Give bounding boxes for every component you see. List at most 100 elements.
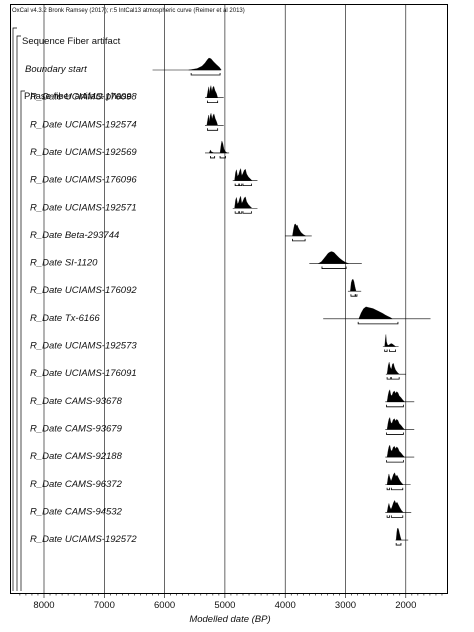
x-tick-label: 5000 <box>214 600 235 611</box>
hpd-bracket <box>386 460 404 463</box>
x-axis-title: Modelled date (BP) <box>189 614 270 625</box>
hpd-bracket <box>234 211 240 214</box>
x-axis: 8000 7000 6000 5000 4000 3000 2000 <box>19 593 443 611</box>
group-label-phase: Phase fiber artifact phase <box>24 91 132 102</box>
hpd-bracket <box>238 211 243 214</box>
date-row: R_Date UCIAMS-192571 <box>30 195 258 214</box>
posterior-distribution <box>208 140 228 154</box>
hpd-bracket <box>395 543 402 546</box>
row-label: R_Date CAMS-93679 <box>30 423 123 434</box>
row-label: R_Date UCIAMS-192572 <box>30 534 137 545</box>
date-row: R_Date UCIAMS-192569 <box>30 140 230 159</box>
date-row: R_Date CAMS-96372 <box>30 472 411 491</box>
date-row: R_Date SI-1120 <box>30 251 362 269</box>
row-label: R_Date UCIAMS-192574 <box>30 119 137 130</box>
hpd-bracket <box>386 515 390 518</box>
date-row: R_Date UCIAMS-176098 <box>30 85 224 104</box>
hpd-bracket <box>238 183 243 187</box>
row-label: R_Date UCIAMS-192573 <box>30 341 137 352</box>
x-tick-label: 8000 <box>33 600 54 611</box>
posterior-distribution <box>386 444 405 458</box>
posterior-distribution <box>386 500 404 513</box>
date-row: R_Date CAMS-93679 <box>30 416 415 435</box>
posterior-distribution <box>206 112 218 126</box>
row-label: R_Date Beta-293744 <box>30 230 119 241</box>
posterior-distribution <box>206 85 218 98</box>
hpd-bracket <box>390 487 404 491</box>
hpd-bracket <box>242 211 252 214</box>
date-row: R_Date UCIAMS-176092 <box>30 278 362 297</box>
row-label: R_Date UCIAMS-176092 <box>30 285 137 296</box>
row-label: R_Date SI-1120 <box>30 258 98 269</box>
hpd-bracket <box>190 73 221 76</box>
date-row: R_Date UCIAMS-192574 <box>30 112 224 131</box>
date-row: R_Date UCIAMS-192573 <box>30 334 399 352</box>
date-row: R_Date Beta-293744 <box>30 223 312 242</box>
hpd-bracket <box>386 404 404 408</box>
posterior-distribution <box>384 334 396 347</box>
sequence-inner-bracket <box>16 35 21 591</box>
hpd-bracket <box>386 432 404 435</box>
posterior-distribution <box>188 57 222 71</box>
sequence-bracket <box>12 27 17 591</box>
hpd-bracket <box>321 266 347 269</box>
date-row: R_Date Tx-6166 <box>30 306 431 325</box>
row-label: R_Date CAMS-93678 <box>30 396 123 407</box>
row-label: R_Date UCIAMS-176098 <box>30 92 137 103</box>
vertical-gridlines <box>43 4 407 593</box>
date-row: R_Date CAMS-92188 <box>30 444 415 463</box>
date-row: R_Date UCIAMS-192572 <box>30 527 409 546</box>
posterior-distribution <box>234 195 253 209</box>
hpd-bracket <box>386 487 390 491</box>
x-tick-label: 6000 <box>154 600 175 611</box>
chart-caption: OxCal v4.3.2 Bronk Ramsey (2017); r:5 In… <box>12 8 245 14</box>
posterior-distribution <box>350 278 357 292</box>
x-tick-label: 4000 <box>275 600 296 611</box>
row-label: R_Date CAMS-96372 <box>30 479 123 490</box>
hpd-bracket <box>384 349 388 352</box>
row-label: R_Date CAMS-94532 <box>30 506 123 517</box>
hpd-bracket <box>234 183 240 187</box>
hpd-bracket <box>350 294 356 297</box>
hpd-bracket <box>389 349 396 352</box>
hpd-bracket <box>207 128 219 131</box>
hpd-bracket <box>357 321 399 325</box>
hpd-bracket <box>292 238 306 242</box>
posterior-distribution <box>386 389 405 402</box>
phase-bracket <box>20 90 25 591</box>
hpd-bracket <box>219 155 226 159</box>
posterior-distribution <box>317 251 349 264</box>
row-label: Boundary start <box>25 64 87 75</box>
hpd-bracket <box>355 294 358 297</box>
hpd-bracket <box>386 377 392 380</box>
posterior-distribution <box>358 306 394 320</box>
hpd-bracket <box>210 155 216 159</box>
row-label: R_Date UCIAMS-176091 <box>30 368 137 379</box>
date-row: R_Date UCIAMS-176091 <box>30 362 406 380</box>
row-label: R_Date UCIAMS-176096 <box>30 175 137 186</box>
x-tick-label: 3000 <box>335 600 356 611</box>
row-label: R_Date UCIAMS-192569 <box>30 147 137 158</box>
plot-frame <box>10 4 448 594</box>
posterior-distribution <box>234 168 253 181</box>
hpd-bracket <box>390 515 404 518</box>
row-label: R_Date UCIAMS-192571 <box>30 202 137 213</box>
date-rows: Boundary start R_Date UCIAMS-176098 R_Date… <box>25 57 431 546</box>
group-brackets <box>12 27 25 591</box>
hpd-bracket <box>207 100 219 104</box>
posterior-distribution <box>292 223 307 237</box>
date-row: Boundary start <box>25 57 222 76</box>
date-row: R_Date CAMS-93678 <box>30 389 415 408</box>
posterior-distribution <box>386 416 405 430</box>
group-label-sequence: Sequence Fiber artifact <box>22 36 121 47</box>
date-row: R_Date UCIAMS-176096 <box>30 168 258 187</box>
x-tick-label: 2000 <box>395 600 416 611</box>
posterior-distribution <box>395 527 402 541</box>
date-row: R_Date CAMS-94532 <box>30 500 412 518</box>
row-label: R_Date Tx-6166 <box>30 313 100 324</box>
hpd-bracket <box>390 377 400 380</box>
posterior-distribution <box>386 362 400 375</box>
hpd-bracket <box>242 183 252 187</box>
x-tick-label: 7000 <box>94 600 115 611</box>
